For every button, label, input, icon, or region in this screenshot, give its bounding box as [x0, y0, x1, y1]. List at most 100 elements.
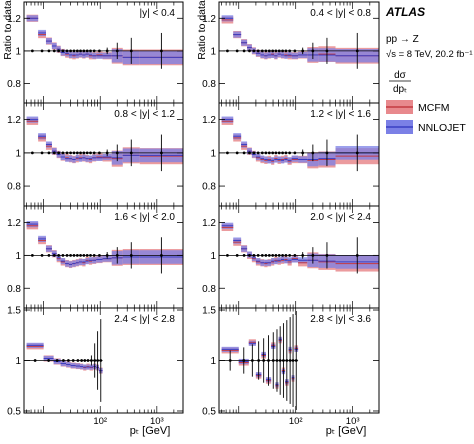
x-tick-label: 10³ — [346, 416, 360, 427]
y-tick-label: 1.5 — [202, 306, 216, 317]
data-point — [288, 49, 292, 53]
data-point — [115, 49, 119, 53]
data-point — [92, 151, 96, 155]
data-point — [264, 49, 268, 53]
process-label: pp → Z — [386, 34, 419, 45]
data-point — [301, 49, 305, 53]
data-point — [105, 49, 109, 53]
data-point — [82, 253, 86, 257]
data-point — [159, 253, 163, 257]
data-point — [52, 49, 56, 53]
x-tick-label: 10² — [289, 416, 303, 427]
data-point — [235, 253, 239, 257]
data-point — [57, 151, 61, 155]
data-point — [159, 151, 163, 155]
data-point — [47, 359, 51, 362]
data-point — [71, 359, 75, 362]
data-point — [40, 253, 44, 257]
data-point — [325, 151, 329, 155]
data-point — [96, 359, 100, 362]
data-point — [267, 49, 271, 53]
data-point — [257, 359, 261, 362]
data-point — [271, 49, 275, 53]
data-point — [256, 49, 260, 53]
data-point — [79, 49, 82, 53]
data-point — [242, 359, 246, 362]
y-tick-label: 0.8 — [202, 182, 216, 193]
legend-label-nnlojet: NNLOJET — [418, 122, 466, 134]
y-tick-label: 1.2 — [7, 115, 21, 126]
data-point — [30, 49, 34, 53]
data-point — [62, 359, 65, 362]
data-point — [260, 151, 264, 155]
data-point — [311, 253, 315, 257]
y-tick-label: 1 — [15, 46, 21, 57]
data-point — [226, 253, 229, 257]
data-point — [355, 49, 359, 53]
observable-denominator: dpₜ — [393, 84, 407, 95]
data-point — [267, 151, 271, 155]
panel-5: 0.8 1 1.2 2.0 < |y| < 2.4 — [202, 205, 380, 309]
data-point — [260, 49, 264, 53]
data-point — [264, 151, 268, 155]
data-point — [311, 49, 315, 53]
data-point — [293, 49, 297, 53]
y-tick-label: 1 — [15, 148, 21, 159]
data-point — [271, 359, 275, 362]
data-point — [355, 151, 359, 155]
observable-numerator: dσ — [394, 70, 407, 81]
data-point — [274, 49, 278, 53]
data-point — [226, 49, 229, 53]
experiment-label: ATLAS — [385, 5, 425, 19]
data-point — [69, 253, 72, 257]
y-tick-label: 1.2 — [202, 14, 216, 25]
y-tick-label: 0.8 — [7, 182, 21, 193]
data-point — [40, 49, 44, 53]
data-point — [271, 253, 275, 257]
panel-1: 0.8 1 1.2 0.4 < |y| < 0.8 — [202, 1, 380, 104]
x-axis-label-left: pₜ [GeV] — [130, 425, 171, 437]
x-tick-label: 10² — [93, 416, 107, 427]
data-point — [277, 253, 281, 257]
data-point — [285, 359, 289, 362]
y-tick-label: 1.2 — [202, 218, 216, 229]
data-point — [248, 49, 251, 53]
y-tick-label: 0.8 — [202, 79, 216, 90]
data-point — [115, 151, 119, 155]
panel-rapidity-label: 0.8 < |y| < 1.2 — [114, 109, 175, 120]
data-point — [264, 253, 268, 257]
y-tick-label: 1 — [210, 46, 216, 57]
data-point — [69, 49, 72, 53]
data-point — [89, 253, 92, 257]
data-point — [294, 359, 298, 362]
y-tick-label: 0.8 — [7, 284, 21, 295]
data-point — [159, 49, 163, 53]
y-tick-label: 0.5 — [7, 406, 21, 417]
panel-4: 0.8 1 1.2 1.6 < |y| < 2.0 — [7, 205, 184, 309]
data-point — [98, 253, 101, 257]
data-point — [252, 253, 256, 257]
data-point — [129, 253, 133, 257]
data-point — [89, 359, 93, 362]
panel-6: 0.5 1 1.5 2.4 < |y| < 2.8 10² 10³ — [7, 306, 184, 427]
data-point — [92, 49, 96, 53]
data-point — [52, 253, 56, 257]
y-tick-label: 1.2 — [7, 14, 21, 25]
data-point — [115, 253, 119, 257]
data-point — [80, 359, 84, 362]
data-point — [47, 49, 51, 53]
data-point — [79, 151, 82, 155]
data-point — [248, 151, 251, 155]
y-tick-label: 1.2 — [7, 218, 21, 229]
data-point — [86, 359, 90, 362]
data-point — [228, 359, 232, 362]
data-point — [242, 151, 246, 155]
legend-label-mcfm: MCFM — [418, 102, 450, 114]
data-point — [47, 151, 51, 155]
data-point — [92, 253, 96, 257]
data-point — [72, 49, 76, 53]
data-point — [99, 359, 103, 362]
data-point — [242, 49, 246, 53]
data-point — [40, 151, 44, 155]
panel-2: 0.8 1 1.2 0.8 < |y| < 1.2 — [7, 102, 184, 207]
